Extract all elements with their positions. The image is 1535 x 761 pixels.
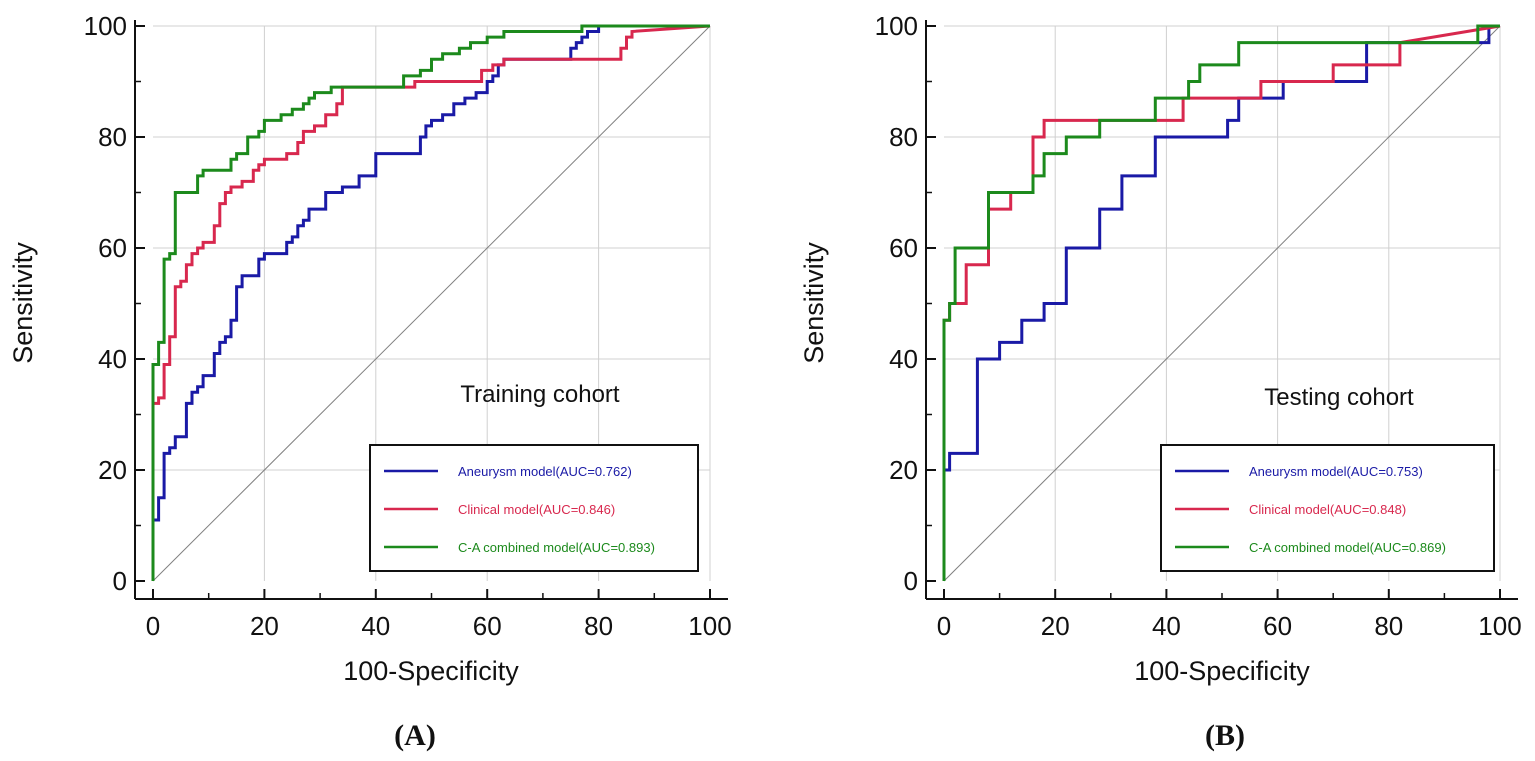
legend-entry-combined: C-A combined model(AUC=0.893): [458, 540, 655, 555]
y-ticks: 0 20 40 60 80 100: [84, 11, 145, 596]
y-tick-label: 40: [889, 344, 918, 374]
reference-diagonal: [943, 25, 1501, 582]
x-tick-label: 20: [1041, 611, 1070, 641]
roc-series-group: [942, 24, 1501, 581]
x-tick-label: 100: [688, 611, 731, 641]
panel-label-a: (A): [394, 719, 436, 752]
y-tick-label: 60: [98, 233, 127, 263]
x-axis-label: 100-Specificity: [1134, 656, 1310, 686]
roc-curve-clinical: [942, 24, 1501, 581]
chart-title: Testing cohort: [1264, 384, 1414, 411]
roc-curve-combined: [151, 24, 710, 581]
y-axis-label: Sensitivity: [8, 242, 38, 364]
y-tick-label: 100: [84, 11, 127, 41]
y-tick-label: 40: [98, 344, 127, 374]
legend: Aneurysm model(AUC=0.753) Clinical model…: [1160, 444, 1495, 572]
legend-entry-clinical: Clinical model(AUC=0.848): [1249, 502, 1406, 517]
legend: Aneurysm model(AUC=0.762) Clinical model…: [369, 444, 699, 572]
legend-entry-combined: C-A combined model(AUC=0.869): [1249, 540, 1446, 555]
y-tick-label: 80: [98, 122, 127, 152]
x-tick-label: 40: [1152, 611, 1181, 641]
x-tick-label: 20: [250, 611, 279, 641]
roc-curve-aneurysm: [151, 24, 710, 581]
y-ticks: 0 20 40 60 80 100: [875, 11, 936, 596]
roc-curve-clinical: [151, 24, 711, 581]
y-tick-label: 0: [904, 566, 918, 596]
y-axis-label: Sensitivity: [799, 242, 829, 364]
x-tick-label: 80: [584, 611, 613, 641]
x-tick-label: 60: [473, 611, 502, 641]
y-tick-label: 60: [889, 233, 918, 263]
y-tick-label: 80: [889, 122, 918, 152]
panel-label-b: (B): [1205, 719, 1245, 752]
roc-series-group: [151, 24, 711, 581]
x-ticks: 0 20 40 60 80 100: [937, 589, 1522, 641]
x-axis-label: 100-Specificity: [343, 656, 519, 686]
legend-entry-aneurysm: Aneurysm model(AUC=0.753): [1249, 464, 1423, 479]
y-tick-label: 20: [889, 455, 918, 485]
y-tick-label: 100: [875, 11, 918, 41]
roc-curve-combined: [942, 24, 1500, 581]
x-tick-label: 0: [937, 611, 951, 641]
x-tick-label: 0: [146, 611, 160, 641]
chart-title: Training cohort: [460, 381, 620, 408]
x-tick-label: 80: [1374, 611, 1403, 641]
y-tick-label: 0: [113, 566, 127, 596]
x-tick-label: 60: [1263, 611, 1292, 641]
legend-entry-aneurysm: Aneurysm model(AUC=0.762): [458, 464, 632, 479]
x-tick-label: 40: [361, 611, 390, 641]
x-ticks: 0 20 40 60 80 100: [146, 589, 732, 641]
legend-entry-clinical: Clinical model(AUC=0.846): [458, 502, 615, 517]
roc-chart-testing: 0 20 40 60 80 100 0 20 40 60 80 100 Sensitivity 10…: [799, 11, 1522, 752]
y-tick-label: 20: [98, 455, 127, 485]
reference-diagonal: [152, 25, 711, 582]
roc-chart-training: 0 20 40 60 80 100 0 20 40 60 80 100 Sensitivity 10…: [8, 11, 732, 752]
x-tick-label: 100: [1478, 611, 1521, 641]
